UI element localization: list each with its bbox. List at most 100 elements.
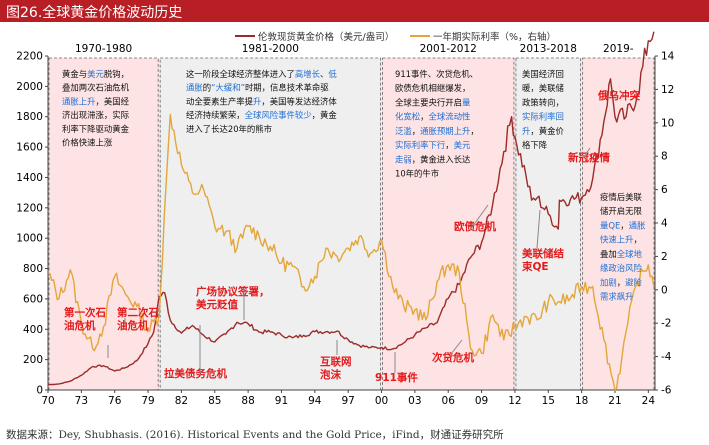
- period-description-line: 泛滥，通胀预期上升，: [395, 126, 479, 136]
- legend-label: 伦敦现货黄金价格（美元/盎司）: [258, 31, 394, 43]
- period-description-line: 缘政治风险: [600, 263, 642, 273]
- x-tick-label: 21: [608, 395, 621, 407]
- event-annotation: 泡沫: [320, 368, 341, 381]
- y-right-tick-label: 4: [661, 218, 668, 230]
- period-description-line: 快速上升，: [600, 235, 642, 245]
- y-right-tick-label: 0: [661, 284, 668, 296]
- period-description-line: 美国经济回: [522, 69, 564, 79]
- period-shade: [514, 58, 582, 390]
- x-tick-label: 03: [408, 395, 421, 407]
- period-description-line: 价格快速上涨: [62, 138, 113, 148]
- y-right-tick-label: 10: [661, 117, 674, 129]
- x-tick-label: 24: [642, 395, 656, 407]
- event-annotation: 互联网: [320, 355, 352, 368]
- real-rate-line: [47, 113, 655, 391]
- period-border: [382, 57, 515, 391]
- period-border: [582, 57, 655, 391]
- event-annotation: 911事件: [375, 371, 418, 384]
- event-annotation: 油危机: [117, 319, 149, 332]
- data-source: 数据来源：Dey, Shubhasis. (2016). Historical …: [6, 429, 504, 441]
- y-right-tick-label: 12: [661, 84, 674, 96]
- y-left-tick-label: 1600: [16, 142, 43, 154]
- y-left-tick-label: 1000: [16, 233, 43, 245]
- period-label: 1981-2000: [242, 43, 299, 55]
- period-shade: [381, 58, 515, 390]
- event-annotation: 次贷危机: [432, 351, 474, 364]
- period-label: 2019-: [603, 43, 634, 55]
- period-border: [515, 57, 582, 391]
- figure-title: 图26.全球黄金价格波动历史: [6, 5, 183, 21]
- y-right-tick-label: 14: [661, 51, 675, 63]
- x-tick-label: 79: [141, 395, 154, 407]
- y-left-tick-label: 2200: [16, 51, 43, 63]
- event-annotation: 新冠疫情: [568, 151, 610, 164]
- x-tick-label: 18: [575, 395, 588, 407]
- x-tick-label: 70: [41, 395, 54, 407]
- event-annotation: 俄乌冲突: [597, 89, 640, 102]
- period-description-line: 动全要素生产率提升，美国等发达经济体: [186, 96, 337, 106]
- x-tick-label: 00: [375, 395, 388, 407]
- x-tick-label: 94: [308, 395, 322, 407]
- y-left-tick-label: 1400: [16, 172, 43, 184]
- period-description-line: 实际利率回: [522, 112, 564, 122]
- period-description-line: 利率下降驱动黄金: [62, 124, 130, 134]
- x-tick-label: 82: [175, 395, 188, 407]
- figure-title-bar: 图26.全球黄金价格波动历史: [0, 0, 709, 22]
- period-description-line: 走弱，黄金进入长达: [395, 154, 471, 164]
- period-description-line: 911事件、次贷危机、: [395, 69, 478, 79]
- period-description-line: 全球主要央行开启量: [395, 97, 470, 107]
- annotation-arrow: [536, 209, 541, 249]
- period-description-line: 10年的牛市: [395, 169, 439, 179]
- event-annotation: 美联储结: [522, 247, 564, 260]
- annotation-arrow: [469, 204, 489, 231]
- event-annotation: 油危机: [64, 319, 96, 332]
- event-annotation: 拉美债务危机: [164, 367, 227, 380]
- period-shade: [48, 58, 160, 390]
- y-left-tick-label: 1800: [16, 111, 43, 123]
- period-label: 2013-2018: [520, 43, 577, 55]
- y-left-tick-label: 800: [23, 263, 43, 275]
- period-description-line: 储开启无限: [600, 206, 642, 216]
- period-description-line: 叠加两次石油危机: [62, 83, 130, 93]
- event-annotation: 第一次石: [64, 306, 106, 319]
- period-description-line: 疫情后美联: [600, 192, 642, 202]
- period-description-line: 进入了长达20年的熊市: [186, 124, 272, 134]
- event-annotation: 第二次石: [117, 306, 159, 319]
- x-tick-label: 73: [75, 395, 88, 407]
- period-description-line: 需求飙升: [600, 292, 634, 302]
- period-description-line: 政策转向，: [522, 97, 564, 107]
- y-right-tick-label: -4: [661, 351, 672, 363]
- annotation-arrow: [450, 339, 463, 355]
- period-description-line: 暖，美联储: [522, 83, 564, 93]
- y-left-tick-label: 400: [23, 324, 43, 336]
- x-tick-label: 91: [275, 395, 288, 407]
- period-description-line: 加剧，避险: [600, 277, 642, 287]
- annotation-arrow: [582, 147, 591, 159]
- event-annotation: 广场协议签署，: [196, 285, 270, 298]
- x-tick-label: 06: [442, 395, 456, 407]
- period-description-line: 化宽松，全球流动性: [395, 112, 470, 122]
- x-tick-label: 88: [241, 395, 254, 407]
- period-description-line: 济出现滞涨，实际: [62, 110, 129, 120]
- period-label: 2001-2012: [420, 43, 477, 55]
- event-annotation: 束QE: [522, 260, 549, 273]
- y-right-tick-label: 2: [661, 251, 668, 263]
- period-shade: [159, 58, 382, 390]
- period-description-line: 格下降: [522, 140, 548, 150]
- x-tick-label: 09: [475, 395, 488, 407]
- period-description-line: 黄金与美元脱钩，: [62, 69, 129, 79]
- x-tick-label: 97: [341, 395, 354, 407]
- period-description-line: 经济持续繁荣，全球风险事件较少，黄金: [186, 110, 337, 120]
- y-left-tick-label: 600: [23, 293, 43, 305]
- x-tick-label: 12: [508, 395, 521, 407]
- period-description-line: 欧债危机相继爆发，: [395, 83, 470, 93]
- period-label: 1970-1980: [75, 43, 132, 55]
- event-annotation: 美元贬值: [196, 298, 238, 311]
- y-left-tick-label: 1200: [16, 202, 43, 214]
- y-right-tick-label: 6: [661, 184, 668, 196]
- period-description-line: 通胀上升，美国经: [62, 96, 130, 106]
- y-left-tick-label: 2000: [16, 81, 43, 93]
- y-left-tick-label: 0: [36, 385, 43, 397]
